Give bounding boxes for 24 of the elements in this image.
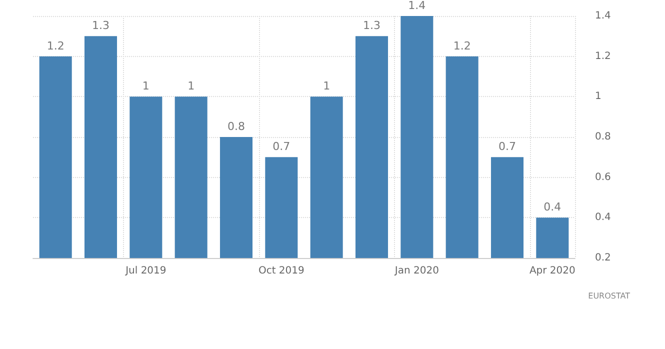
data-label: 0.7 (498, 140, 516, 154)
x-tick-label: Apr 2020 (529, 266, 576, 276)
text: EUROSTAT (588, 292, 630, 300)
data-label: 1.2 (453, 39, 471, 52)
data-label: 1.3 (363, 19, 380, 32)
x-tick-label: Jan 2020 (394, 266, 439, 276)
y-tick-label: 0.4 (595, 212, 611, 224)
data-label: 0.4 (544, 200, 562, 214)
data-label: 0.8 (228, 120, 245, 133)
y-tick-label: 1.4 (595, 10, 611, 22)
data-label: 0.7 (272, 140, 290, 154)
y-tick-label: 1.2 (595, 50, 611, 62)
data-label: 1.4 (408, 0, 426, 12)
data-label: 1 (323, 80, 330, 93)
data-label: 1.2 (46, 39, 64, 52)
data-label: 1.3 (92, 19, 110, 32)
y-tick-label: 1 (595, 91, 602, 102)
y-tick-label: 0.8 (595, 132, 611, 142)
x-tick-label: Jul 2019 (124, 266, 166, 276)
data-label: 1 (188, 80, 195, 93)
data-label: 1 (142, 80, 150, 93)
x-tick-label: Oct 2019 (258, 266, 304, 276)
y-tick-label: 0.6 (595, 172, 611, 183)
y-tick-label: 0.2 (595, 252, 611, 264)
